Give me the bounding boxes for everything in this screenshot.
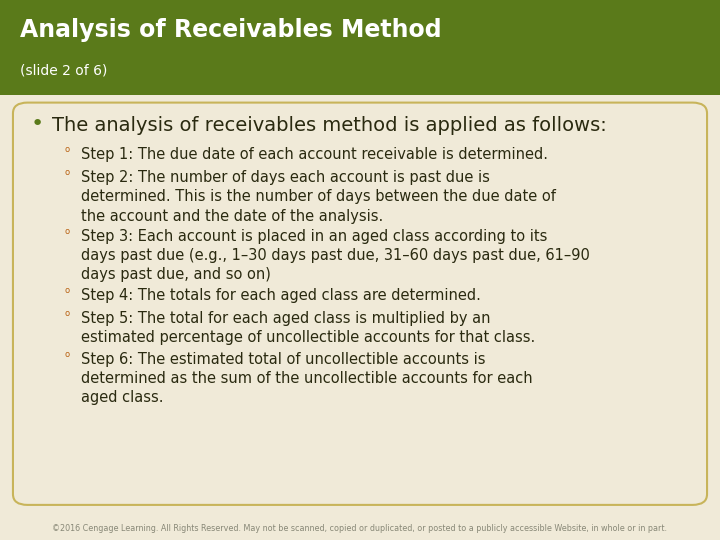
Text: o: o [65, 145, 70, 154]
Text: Step 6: The estimated total of uncollectible accounts is
determined as the sum o: Step 6: The estimated total of uncollect… [81, 352, 533, 406]
Text: •: • [30, 114, 43, 134]
Text: Analysis of Receivables Method: Analysis of Receivables Method [20, 18, 442, 42]
Text: The analysis of receivables method is applied as follows:: The analysis of receivables method is ap… [52, 116, 606, 134]
Text: Step 1: The due date of each account receivable is determined.: Step 1: The due date of each account rec… [81, 147, 549, 162]
Text: (slide 2 of 6): (slide 2 of 6) [20, 63, 107, 77]
Text: Step 5: The total for each aged class is multiplied by an
estimated percentage o: Step 5: The total for each aged class is… [81, 311, 536, 345]
Text: o: o [65, 227, 70, 236]
Text: Step 4: The totals for each aged class are determined.: Step 4: The totals for each aged class a… [81, 288, 481, 303]
Text: Step 3: Each account is placed in an aged class according to its
days past due (: Step 3: Each account is placed in an age… [81, 229, 590, 282]
Text: o: o [65, 350, 70, 359]
Text: o: o [65, 309, 70, 318]
Text: ©2016 Cengage Learning. All Rights Reserved. May not be scanned, copied or dupli: ©2016 Cengage Learning. All Rights Reser… [53, 524, 667, 532]
Text: Step 2: The number of days each account is past due is
determined. This is the n: Step 2: The number of days each account … [81, 170, 557, 224]
Text: o: o [65, 286, 70, 295]
Text: o: o [65, 168, 70, 177]
